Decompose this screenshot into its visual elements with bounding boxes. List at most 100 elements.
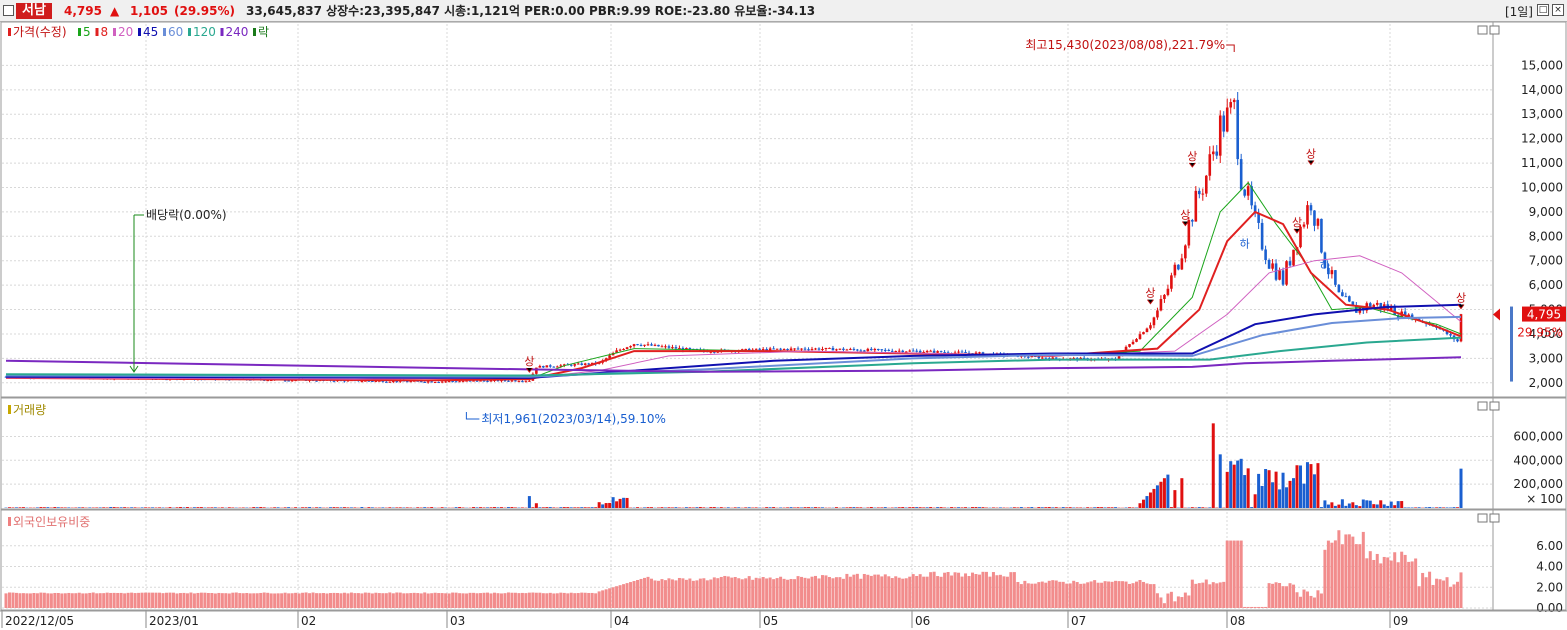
foreign-bar: [482, 592, 486, 608]
foreign-bar: [1218, 582, 1222, 608]
foreign-bar: [227, 593, 231, 608]
dividend-annotation: 배당락(0.00%): [146, 208, 227, 222]
foreign-bar: [887, 576, 891, 608]
foreign-bar: [1009, 572, 1013, 608]
foreign-bar: [1281, 586, 1285, 608]
volume-bar: [227, 507, 231, 508]
foreign-bar: [611, 587, 615, 608]
candle-body: [866, 348, 870, 352]
candle-body: [664, 346, 667, 348]
volume-bar: [643, 507, 647, 508]
volume-bar: [1403, 507, 1407, 508]
volume-bar: [496, 507, 500, 508]
volume-bar: [1026, 507, 1030, 508]
foreign-bar: [32, 593, 36, 608]
candle-body: [657, 344, 660, 347]
foreign-bar: [472, 592, 476, 608]
foreign-bar: [1190, 579, 1194, 608]
foreign-bar: [1410, 561, 1414, 608]
foreign-bar: [702, 578, 706, 608]
volume-bar: [646, 507, 650, 508]
candle-body: [1156, 310, 1159, 318]
legend-label: 5: [83, 25, 91, 39]
volume-bar: [130, 507, 134, 508]
foreign-bar: [590, 592, 594, 608]
candle-body: [573, 364, 577, 366]
candle-body: [911, 350, 915, 352]
volume-bar: [335, 507, 339, 508]
volume-bar: [698, 507, 702, 508]
candle-body: [1313, 210, 1316, 226]
candle-body: [1316, 218, 1320, 226]
foreign-bar: [1288, 583, 1292, 608]
volume-bar: [1274, 471, 1278, 508]
foreign-bar: [800, 576, 804, 608]
volume-bar: [901, 507, 905, 508]
volume-bar: [660, 507, 664, 508]
foreign-bar: [517, 593, 521, 608]
volume-bar: [566, 507, 570, 508]
candle-body: [946, 352, 950, 354]
price-tick-label: 11,000: [1521, 156, 1563, 170]
foreign-bar: [1354, 544, 1358, 608]
volume-bar: [1051, 507, 1055, 508]
foreign-bar: [845, 573, 849, 608]
foreign-bar: [1131, 583, 1135, 608]
ma-line-8: [5, 210, 1462, 382]
period-selector[interactable]: [1일]: [1504, 5, 1533, 19]
candle-body: [1131, 341, 1135, 345]
high-annotation: 최고15,430(2023/08/08),221.79%: [1025, 38, 1225, 52]
candle-body: [528, 380, 531, 382]
volume-bar: [1319, 507, 1323, 508]
volume-bar: [684, 507, 688, 508]
candle-body: [423, 381, 427, 383]
volume-bar: [1298, 465, 1302, 508]
volume-bar: [510, 507, 514, 508]
foreign-bar: [1302, 589, 1306, 608]
candle-body: [1243, 189, 1246, 196]
foreign-bar: [14, 592, 18, 608]
volume-bar: [1093, 507, 1097, 508]
candle-body: [538, 366, 542, 368]
legend-swatch: [8, 405, 11, 414]
volume-bar: [7, 507, 11, 508]
foreign-bar: [929, 572, 933, 608]
candle-body: [1211, 151, 1215, 155]
select-checkbox[interactable]: [3, 5, 14, 16]
candle-body: [974, 352, 978, 355]
candle-body: [1159, 299, 1163, 311]
candle-body: [835, 349, 838, 351]
foreign-bar: [1093, 580, 1097, 608]
foreign-bar: [1449, 586, 1453, 608]
foreign-bar: [733, 577, 737, 608]
volume-bar: [53, 507, 57, 508]
foreign-bar: [1086, 582, 1090, 608]
volume-bar: [210, 507, 214, 508]
foreign-bar: [1260, 606, 1264, 608]
foreign-bar: [681, 578, 685, 608]
foreign-bar: [4, 593, 8, 608]
foreign-bar: [1389, 560, 1393, 608]
foreign-bar: [639, 578, 643, 608]
foreign-bar: [486, 592, 490, 608]
volume-bar: [1372, 504, 1376, 508]
volume-bar: [915, 507, 919, 508]
candle-body: [521, 381, 524, 383]
volume-bar: [876, 507, 880, 508]
foreign-bar: [803, 577, 807, 608]
foreign-bar: [315, 593, 319, 608]
foreign-tick-label: 2.00: [1536, 580, 1563, 594]
foreign-bar: [1135, 581, 1139, 608]
volume-bar: [754, 507, 758, 508]
candle-body: [929, 350, 932, 352]
foreign-bar: [576, 593, 580, 608]
stock-name[interactable]: 서남: [16, 3, 52, 19]
close-icon[interactable]: ×: [1552, 4, 1564, 16]
maximize-icon[interactable]: □: [1537, 4, 1549, 16]
foreign-bar: [541, 593, 545, 608]
volume-bar: [813, 507, 817, 508]
volume-bar: [328, 507, 332, 508]
candle-body: [426, 381, 430, 383]
volume-bar: [388, 507, 392, 508]
